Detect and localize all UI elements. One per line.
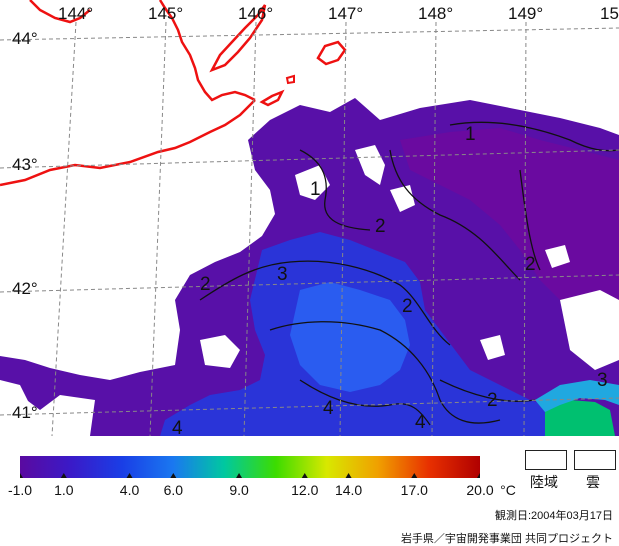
lon-label-149: 149°	[508, 4, 543, 23]
lat-label-41: 41°	[12, 403, 38, 422]
cloud-legend-swatch	[574, 450, 616, 470]
colorbar-tick-label: 6.0	[163, 482, 184, 498]
colorbar-tick-mark	[236, 473, 243, 478]
contour-label: 1	[310, 179, 321, 200]
sst-area-cyan	[535, 380, 619, 412]
contour-label: 3	[277, 264, 288, 285]
colorbar-tick-mark	[20, 473, 23, 478]
coastline-kunashiri	[209, 4, 267, 73]
colorbar-tick-label: 20.0	[466, 482, 494, 498]
contour-label: 2	[375, 216, 386, 237]
lon-label-146: 146°	[238, 4, 273, 23]
sst-area-warm	[290, 282, 410, 392]
coastline-hokkaido	[0, 0, 256, 187]
coastline-habomai	[259, 89, 285, 107]
colorbar-tick-label: -1.0	[7, 482, 33, 498]
coastline-shikotan	[316, 40, 347, 66]
colorbar-tick-mark	[477, 473, 480, 478]
colorbar-tick-mark	[126, 473, 133, 478]
colorbar-tick-label: 1.0	[54, 482, 74, 498]
cloud-legend-label: 雲	[586, 474, 600, 490]
contour-label: 4	[323, 398, 334, 419]
graticule	[0, 21, 619, 436]
colorbar-tick-label: 4.0	[119, 482, 140, 498]
lon-label-145: 145°	[148, 4, 183, 23]
lon-label-150: 15	[600, 4, 619, 23]
lon-label-144: 144°	[58, 4, 93, 23]
colorbar-unit: °C	[500, 482, 516, 498]
colorbar-tick-label: 12.0	[291, 482, 319, 498]
land-legend-label: 陸域	[530, 474, 558, 490]
coastline-islet	[285, 74, 295, 85]
colorbar-gradient	[20, 456, 480, 478]
colorbar-tick-mark	[60, 473, 67, 478]
contour-label: 2	[402, 296, 413, 317]
colorbar	[20, 456, 480, 478]
colorbar-tick-mark	[170, 473, 177, 478]
lon-label-148: 148°	[418, 4, 453, 23]
contour-label: 2	[200, 274, 211, 295]
contour-label: 1	[465, 124, 476, 145]
lon-label-147: 147°	[328, 4, 363, 23]
sea-surface-temperature-map: 144° 145° 146° 147° 148° 149° 15 44° 43°…	[0, 0, 619, 436]
contour-label: 3	[597, 370, 608, 391]
coastline-north	[29, 0, 91, 24]
lat-label-44: 44°	[12, 29, 38, 48]
sst-area-green	[545, 400, 615, 436]
colorbar-tick-label: 9.0	[229, 482, 249, 498]
colorbar-tick-label: 17.0	[400, 482, 428, 498]
contour-label: 4	[172, 418, 183, 436]
land-legend-swatch	[525, 450, 567, 470]
colorbar-tick-mark	[301, 473, 308, 478]
observation-date: 観測日:2004年03月17日	[495, 510, 613, 522]
lat-label-43: 43°	[12, 155, 38, 174]
sst-area-coldest	[400, 128, 619, 310]
contour-label: 2	[525, 254, 536, 275]
contour-label: 2	[487, 390, 498, 411]
colorbar-tick-mark	[345, 473, 352, 478]
credit: 岩手県／宇宙開発事業団 共同プロジェクト	[400, 533, 613, 545]
colorbar-tick-label: 14.0	[334, 482, 363, 498]
contour-label: 4	[415, 412, 426, 433]
colorbar-tick-mark	[411, 473, 418, 478]
lat-label-42: 42°	[12, 279, 38, 298]
